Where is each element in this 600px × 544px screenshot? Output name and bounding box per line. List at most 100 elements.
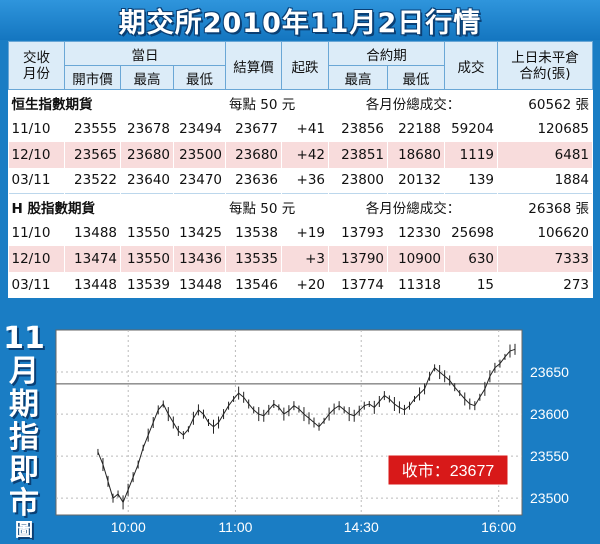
cell-high: 23640 bbox=[120, 167, 174, 194]
cell-high: 23678 bbox=[120, 115, 174, 142]
table-row: 12/10 13474 13550 13436 13535 +3 13790 10900 630… bbox=[8, 245, 594, 272]
section-total-label: 各月份總成交： bbox=[328, 89, 499, 116]
header-settle: 結算價 bbox=[225, 41, 283, 90]
cell-low: 13448 bbox=[173, 271, 227, 298]
cell-oi: 1884 bbox=[497, 167, 594, 194]
cell-month: 03/11 bbox=[8, 167, 65, 194]
cell-oi: 120685 bbox=[497, 115, 594, 142]
section-per-point: 每點 50 元 bbox=[225, 89, 330, 116]
x-tick-label: 16:00 bbox=[481, 519, 516, 535]
cell-month: 11/10 bbox=[8, 219, 65, 246]
cell-c_low: 12330 bbox=[387, 219, 446, 246]
futures-table-container: 交收 月份 當日 結算價 起跌 合約期 成交 上日未平倉 合約(張) 開市價 最… bbox=[8, 41, 594, 298]
cell-low: 23494 bbox=[173, 115, 227, 142]
futures-table: 交收 月份 當日 結算價 起跌 合約期 成交 上日未平倉 合約(張) 開市價 最… bbox=[8, 41, 594, 298]
page-title: 期交所2010年11月2日行情 bbox=[118, 7, 482, 39]
price-line bbox=[97, 348, 516, 504]
cell-settle: 23677 bbox=[225, 115, 283, 142]
cell-settle: 23636 bbox=[225, 167, 283, 194]
cell-month: 03/11 bbox=[8, 271, 65, 298]
cell-volume: 25698 bbox=[444, 219, 499, 246]
cell-volume: 15 bbox=[444, 271, 499, 298]
section-name: 恒生指數期貨 bbox=[8, 89, 227, 116]
y-tick-label: 23500 bbox=[530, 490, 569, 506]
table-row: 11/10 13488 13550 13425 13538 +19 13793 12330 25… bbox=[8, 219, 594, 246]
cell-c_low: 18680 bbox=[387, 141, 446, 168]
cell-c_high: 23800 bbox=[328, 167, 389, 194]
x-tick-label: 11:00 bbox=[218, 519, 252, 535]
cell-low: 13436 bbox=[173, 245, 227, 272]
side-label-char: 指 bbox=[9, 420, 39, 455]
cell-c_high: 13774 bbox=[328, 271, 389, 298]
x-tick-label: 14:30 bbox=[344, 519, 379, 535]
cell-low: 13425 bbox=[173, 219, 227, 246]
cell-open: 13474 bbox=[64, 245, 121, 272]
cell-c_low: 11318 bbox=[387, 271, 446, 298]
side-label-char: 期 bbox=[9, 387, 39, 422]
cell-c_low: 22188 bbox=[387, 115, 446, 142]
cell-settle: 13546 bbox=[225, 271, 283, 298]
side-label-char: 11 bbox=[3, 321, 45, 356]
y-tick-label: 23650 bbox=[530, 364, 569, 380]
cell-volume: 139 bbox=[444, 167, 499, 194]
section-row: H 股指數期貨 每點 50 元各月份總成交： 26368 張 bbox=[8, 193, 594, 220]
table-body: 恒生指數期貨 每點 50 元各月份總成交： 60562 張 11/10 23555 236… bbox=[8, 89, 594, 298]
header-month: 交收 月份 bbox=[8, 41, 65, 90]
cell-month: 12/10 bbox=[8, 141, 65, 168]
cell-open: 23565 bbox=[64, 141, 121, 168]
cell-settle: 13535 bbox=[225, 245, 283, 272]
cell-c_high: 23851 bbox=[328, 141, 389, 168]
side-label-char: 市 bbox=[9, 486, 39, 521]
table-row: 03/11 23522 23640 23470 23636 +36 23800 20132 13… bbox=[8, 167, 594, 194]
plot-area bbox=[55, 329, 523, 516]
cell-change: +19 bbox=[281, 219, 330, 246]
cell-change: +20 bbox=[281, 271, 330, 298]
section-total-label: 各月份總成交： bbox=[328, 193, 499, 220]
cell-volume: 59204 bbox=[444, 115, 499, 142]
x-tick-label: 10:00 bbox=[111, 519, 146, 535]
y-tick-label: 23550 bbox=[530, 448, 569, 464]
header-contract-group: 合約期 bbox=[328, 41, 446, 66]
cell-open: 23555 bbox=[64, 115, 121, 142]
cell-oi: 273 bbox=[497, 271, 594, 298]
cell-high: 13539 bbox=[120, 271, 174, 298]
title-bar: 期交所2010年11月2日行情 bbox=[0, 0, 600, 40]
intraday-chart: 10:00 11:00 14:30 16:00 23500 23550 23600 23650… bbox=[55, 329, 569, 535]
section-total: 26368 張 bbox=[497, 193, 594, 220]
table-row: 11/10 23555 23678 23494 23677 +41 23856 22188 59… bbox=[8, 115, 594, 142]
cell-low: 23470 bbox=[173, 167, 227, 194]
cell-high: 23680 bbox=[120, 141, 174, 168]
header-contract-low: 最低 bbox=[387, 65, 446, 90]
cell-change: +41 bbox=[281, 115, 330, 142]
cell-month: 12/10 bbox=[8, 245, 65, 272]
cell-settle: 13538 bbox=[225, 219, 283, 246]
cell-c_high: 13793 bbox=[328, 219, 389, 246]
side-label-char: 圖 bbox=[15, 520, 33, 541]
table-row: 03/11 13448 13539 13448 13546 +20 13774 11318 15… bbox=[8, 271, 594, 298]
cell-change: +3 bbox=[281, 245, 330, 272]
cell-high: 13550 bbox=[120, 219, 174, 246]
header-day-group: 當日 bbox=[63, 41, 227, 66]
section-row: 恒生指數期貨 每點 50 元各月份總成交： 60562 張 bbox=[8, 89, 594, 116]
header-low: 最低 bbox=[172, 65, 227, 90]
cell-open: 13448 bbox=[64, 271, 121, 298]
cell-oi: 6481 bbox=[497, 141, 594, 168]
section-per-point: 每點 50 元 bbox=[225, 193, 330, 220]
cell-oi: 106620 bbox=[497, 219, 594, 246]
close-label-box bbox=[387, 454, 509, 486]
header-volume: 成交 bbox=[444, 41, 499, 90]
cell-high: 13550 bbox=[120, 245, 174, 272]
table-row: 12/10 23565 23680 23500 23680 +42 23851 18680 11… bbox=[8, 141, 594, 168]
cell-open: 23522 bbox=[64, 167, 121, 194]
header-high: 最高 bbox=[120, 65, 174, 90]
table-header: 交收 月份 當日 結算價 起跌 合約期 成交 上日未平倉 合約(張) 開市價 最… bbox=[8, 41, 594, 90]
cell-c_low: 20132 bbox=[387, 167, 446, 194]
section-name: H 股指數期貨 bbox=[8, 193, 227, 220]
cell-low: 23500 bbox=[173, 141, 227, 168]
cell-c_high: 13790 bbox=[328, 245, 389, 272]
header-open: 開市價 bbox=[64, 65, 121, 90]
side-label-char: 月 bbox=[9, 354, 39, 389]
y-tick-label: 23600 bbox=[530, 406, 569, 422]
side-label: 11 月期指即市圖 bbox=[3, 321, 45, 542]
header-contract-high: 最高 bbox=[328, 65, 389, 90]
